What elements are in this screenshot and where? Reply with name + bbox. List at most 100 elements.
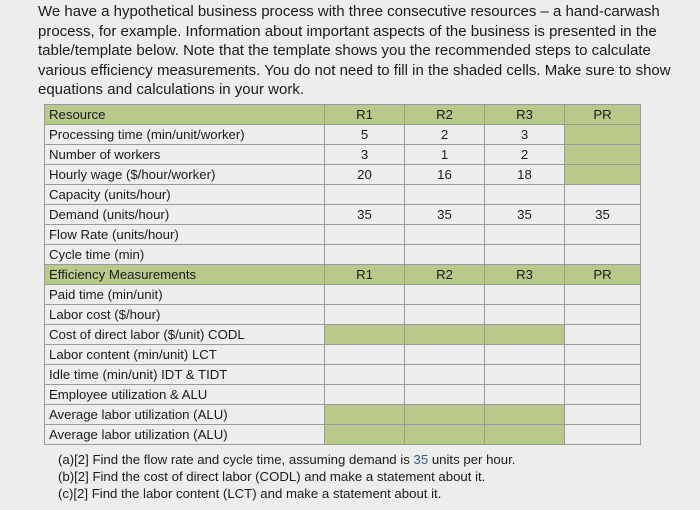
shaded-cell <box>324 404 405 425</box>
resource-header: Resource <box>44 104 325 125</box>
table-row: Hourly wage ($/hour/worker) 20 16 18 <box>44 164 641 185</box>
table-row: Employee utilization & ALU <box>44 384 641 405</box>
cell-r2 <box>404 184 485 205</box>
row-label: Flow Rate (units/hour) <box>44 224 325 245</box>
intro-line: table/template below. Note that the temp… <box>38 42 651 59</box>
table-row: Average labor utilization (ALU) <box>44 404 641 425</box>
cell-pr <box>564 244 641 265</box>
row-label: Average labor utilization (ALU) <box>44 404 325 425</box>
cell-r1 <box>324 184 405 205</box>
row-label: Employee utilization & ALU <box>44 384 325 405</box>
question-c: (c)[2] Find the labor content (LCT) and … <box>58 486 442 501</box>
row-label: Cost of direct labor ($/unit) CODL <box>44 324 325 345</box>
row-label: Capacity (units/hour) <box>44 184 325 205</box>
row-label: Number of workers <box>44 144 325 165</box>
cell-r1: 3 <box>324 144 405 165</box>
intro-line: various efficiency measurements. You do … <box>38 61 671 79</box>
r3-header: R3 <box>484 104 565 125</box>
cell-r3: 3 <box>484 124 565 145</box>
row-label: Demand (units/hour) <box>44 204 325 225</box>
table-row: Capacity (units/hour) <box>44 184 641 205</box>
cell-r2 <box>404 224 485 245</box>
r2-header: R2 <box>404 264 485 285</box>
questions: (a)[2] Find the flow rate and cycle time… <box>58 451 678 502</box>
table-row: Paid time (min/unit) <box>44 284 641 305</box>
row-label: Labor content (min/unit) LCT <box>44 344 325 365</box>
row-label: Cycle time (min) <box>44 244 325 265</box>
row-label: Hourly wage ($/hour/worker) <box>44 164 325 185</box>
shaded-cell <box>324 424 405 445</box>
cell-pr <box>564 344 641 365</box>
row-label: Average labor utilization (ALU) <box>44 424 325 445</box>
cell-pr <box>564 224 641 245</box>
intro-line: equations and calculations in your work. <box>38 81 304 98</box>
cell-r1 <box>324 284 405 305</box>
table-row: Flow Rate (units/hour) <box>44 224 641 245</box>
table-row: Labor cost ($/hour) <box>44 304 641 325</box>
cell-pr <box>564 184 641 205</box>
r2-header: R2 <box>404 104 485 125</box>
cell-r2 <box>404 384 485 405</box>
row-label: Processing time (min/unit/worker) <box>44 124 325 145</box>
cell-r1: 20 <box>324 164 405 185</box>
cell-pr <box>564 284 641 305</box>
cell-r2: 1 <box>404 144 485 165</box>
cell-r1 <box>324 384 405 405</box>
table-row: Number of workers 3 1 2 <box>44 144 641 165</box>
efficiency-header-row: Efficiency Measurements R1 R2 R3 PR <box>44 264 641 285</box>
shaded-cell <box>404 404 485 425</box>
cell-r2: 2 <box>404 124 485 145</box>
cell-r1 <box>324 344 405 365</box>
intro-line: process, for example. Information about … <box>38 22 657 40</box>
r1-header: R1 <box>324 104 405 125</box>
cell-r1 <box>324 304 405 325</box>
table-row: Cycle time (min) <box>44 244 641 265</box>
cell-r3: 18 <box>484 164 565 185</box>
cell-r2 <box>404 284 485 305</box>
intro-paragraph: We have a hypothetical business process … <box>38 2 688 100</box>
cell-r3 <box>484 344 565 365</box>
table-row: Cost of direct labor ($/unit) CODL <box>44 324 641 345</box>
shaded-cell <box>484 424 565 445</box>
cell-r3 <box>484 384 565 405</box>
r1-header: R1 <box>324 264 405 285</box>
demand-value: 35 <box>413 452 429 467</box>
cell-pr <box>564 384 641 405</box>
cell-pr <box>564 304 641 325</box>
table-row: Average labor utilization (ALU) <box>44 424 641 445</box>
cell-pr <box>564 324 641 345</box>
shaded-cell <box>324 324 405 345</box>
cell-pr <box>564 424 641 445</box>
cell-r2 <box>404 364 485 385</box>
cell-r3 <box>484 364 565 385</box>
cell-r1 <box>324 244 405 265</box>
row-label: Paid time (min/unit) <box>44 284 325 305</box>
shaded-cell <box>564 124 641 145</box>
cell-r1: 35 <box>324 204 405 225</box>
cell-pr: 35 <box>564 204 641 225</box>
table-row: Idle time (min/unit) IDT & TIDT <box>44 364 641 385</box>
cell-r3 <box>484 244 565 265</box>
row-label: Labor cost ($/hour) <box>44 304 325 325</box>
pr-header: PR <box>564 264 641 285</box>
shaded-cell <box>484 404 565 425</box>
shaded-cell <box>404 424 485 445</box>
table-header-row: Resource R1 R2 R3 PR <box>44 104 641 125</box>
cell-pr <box>564 364 641 385</box>
question-b: (b)[2] Find the cost of direct labor (CO… <box>58 469 486 484</box>
intro-line: We have a hypothetical business process … <box>38 3 660 20</box>
cell-r1 <box>324 364 405 385</box>
question-a: (a)[2] Find the flow rate and cycle time… <box>58 451 678 468</box>
row-label: Idle time (min/unit) IDT & TIDT <box>44 364 325 385</box>
question-a-tail: units per hour. <box>428 452 516 467</box>
table-row: Demand (units/hour) 35 35 35 35 <box>44 204 641 225</box>
cell-r3 <box>484 224 565 245</box>
shaded-cell <box>404 324 485 345</box>
question-a-text: (a)[2] Find the flow rate and cycle time… <box>58 452 414 467</box>
pr-header: PR <box>564 104 641 125</box>
cell-r1: 5 <box>324 124 405 145</box>
cell-r3 <box>484 304 565 325</box>
table-row: Labor content (min/unit) LCT <box>44 344 641 365</box>
cell-r3 <box>484 184 565 205</box>
cell-r2 <box>404 344 485 365</box>
